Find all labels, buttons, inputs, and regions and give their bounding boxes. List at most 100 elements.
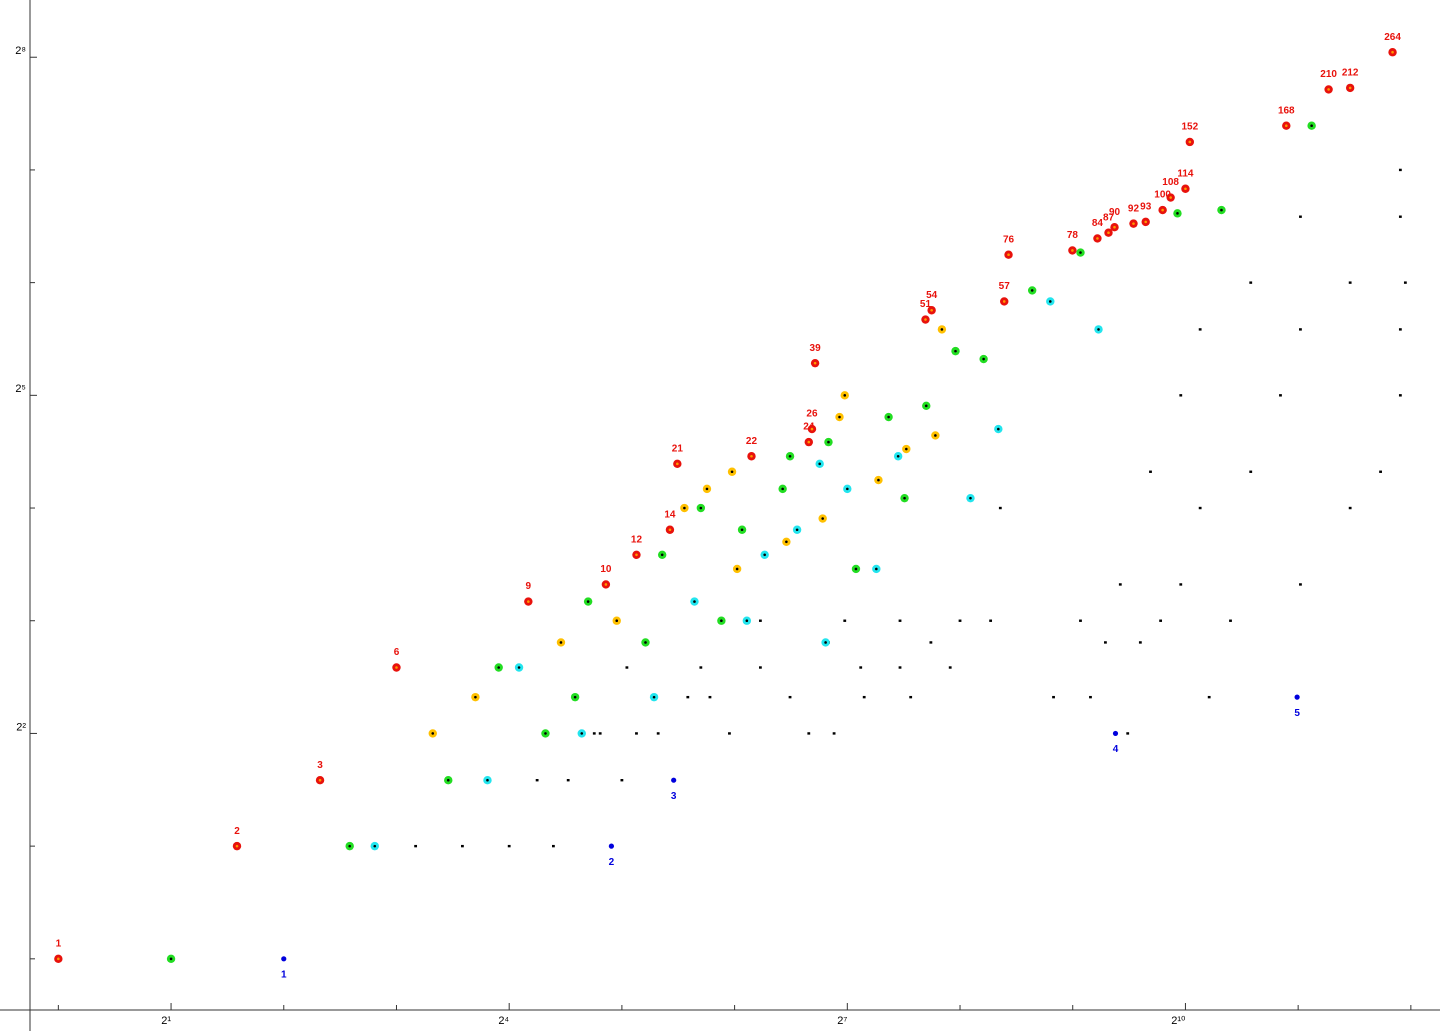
- point: [1173, 209, 1182, 218]
- point: [494, 663, 503, 672]
- point-center: [1176, 212, 1179, 215]
- data-label: 57: [999, 281, 1011, 292]
- y-tick-label: 2²: [16, 721, 26, 733]
- point: [1004, 250, 1013, 259]
- x-tick-label: 2⁴: [498, 1015, 509, 1027]
- point-center: [930, 308, 933, 312]
- point: [444, 776, 453, 785]
- point: [1198, 506, 1202, 510]
- data-label: 39: [810, 343, 822, 354]
- point-center: [705, 487, 709, 491]
- point: [281, 956, 287, 962]
- point-center: [810, 427, 814, 431]
- point: [862, 695, 866, 699]
- point: [807, 424, 817, 434]
- point: [708, 695, 712, 699]
- x-tick-label: 2⁷: [837, 1015, 847, 1027]
- point: [851, 564, 861, 574]
- point-center: [818, 462, 821, 466]
- point: [507, 844, 511, 848]
- point-center: [1007, 253, 1010, 256]
- point-center: [1144, 220, 1148, 224]
- point: [1388, 48, 1397, 57]
- point-center: [745, 619, 749, 623]
- point-center: [903, 496, 906, 500]
- point: [649, 692, 659, 702]
- point: [922, 401, 931, 411]
- point: [900, 493, 909, 503]
- data-label: 168: [1278, 105, 1295, 116]
- point-center: [635, 553, 638, 557]
- point: [732, 564, 742, 574]
- point: [874, 475, 883, 485]
- point: [556, 638, 566, 647]
- point: [902, 444, 911, 454]
- point: [345, 841, 354, 851]
- point-center: [1310, 124, 1313, 128]
- point: [1307, 121, 1316, 130]
- point: [909, 695, 913, 699]
- point-center: [896, 454, 900, 458]
- point: [570, 692, 580, 702]
- point-center: [740, 528, 744, 532]
- point: [577, 729, 586, 738]
- data-label: 1: [56, 938, 62, 949]
- point: [1229, 619, 1232, 622]
- point: [690, 597, 699, 606]
- data-label: 108: [1162, 177, 1179, 188]
- y-tick-label: 2⁵: [15, 383, 26, 395]
- point-center: [1132, 222, 1135, 225]
- point: [1179, 583, 1183, 586]
- point: [665, 525, 675, 534]
- point-center: [824, 641, 827, 644]
- point: [232, 841, 242, 851]
- point: [1207, 695, 1211, 699]
- point: [782, 537, 791, 546]
- point: [54, 954, 63, 964]
- point: [785, 452, 795, 461]
- point-center: [1002, 300, 1006, 303]
- point: [461, 844, 464, 848]
- point-center: [1048, 300, 1052, 303]
- point: [552, 844, 555, 848]
- point: [601, 580, 611, 589]
- point: [535, 779, 539, 782]
- x-tick-label: 2¹: [161, 1015, 171, 1027]
- point: [1348, 281, 1352, 284]
- data-label: 76: [1003, 234, 1015, 245]
- point-center: [924, 318, 927, 321]
- point: [414, 844, 418, 848]
- point: [927, 306, 936, 315]
- data-label: 9: [526, 581, 532, 592]
- point: [598, 732, 602, 735]
- point-center: [750, 454, 753, 458]
- point: [937, 325, 947, 334]
- point: [1129, 219, 1138, 228]
- point-center: [854, 567, 858, 571]
- point: [1076, 248, 1085, 257]
- point-center: [395, 666, 398, 669]
- point: [728, 732, 731, 735]
- point-center: [1188, 140, 1192, 144]
- point: [483, 776, 492, 785]
- point: [1398, 168, 1402, 172]
- y-tick-label: 2⁸: [15, 45, 26, 57]
- point-center: [615, 619, 619, 623]
- point: [1299, 328, 1302, 331]
- point: [699, 666, 703, 669]
- point-center: [573, 695, 577, 699]
- point-center: [559, 641, 563, 644]
- data-label: 3: [671, 791, 677, 802]
- point: [1181, 184, 1190, 193]
- point: [758, 619, 762, 622]
- point-center: [497, 666, 500, 669]
- point: [1179, 394, 1183, 397]
- point: [632, 550, 641, 560]
- point: [727, 467, 737, 476]
- point-center: [1391, 50, 1394, 54]
- point: [1398, 394, 1402, 397]
- data-label: 92: [1128, 203, 1140, 214]
- point-center: [788, 454, 792, 458]
- point-center: [668, 528, 672, 532]
- point-center: [997, 427, 1000, 431]
